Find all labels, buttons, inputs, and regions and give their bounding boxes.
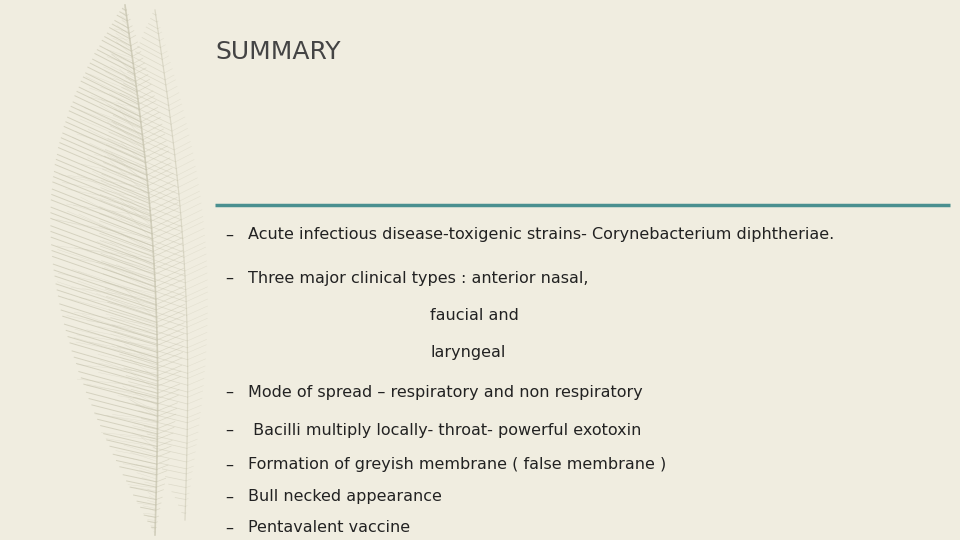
Text: –: – [225,489,233,504]
Text: Pentavalent vaccine: Pentavalent vaccine [248,521,410,536]
Text: SUMMARY: SUMMARY [215,40,341,64]
Text: –: – [225,271,233,286]
Text: Mode of spread – respiratory and non respiratory: Mode of spread – respiratory and non res… [248,384,643,400]
Text: –: – [225,384,233,400]
Text: Three major clinical types : anterior nasal,: Three major clinical types : anterior na… [248,271,588,286]
Text: –: – [225,422,233,437]
Text: –: – [225,521,233,536]
Text: –: – [225,457,233,472]
Text: Bacilli multiply locally- throat- powerful exotoxin: Bacilli multiply locally- throat- powerf… [248,422,641,437]
Text: –: – [225,227,233,242]
Text: Bull necked appearance: Bull necked appearance [248,489,442,504]
Text: laryngeal: laryngeal [430,345,505,360]
Text: faucial and: faucial and [430,307,518,322]
Text: Formation of greyish membrane ( false membrane ): Formation of greyish membrane ( false me… [248,457,666,472]
Text: Acute infectious disease-toxigenic strains- Corynebacterium diphtheriae.: Acute infectious disease-toxigenic strai… [248,227,834,242]
